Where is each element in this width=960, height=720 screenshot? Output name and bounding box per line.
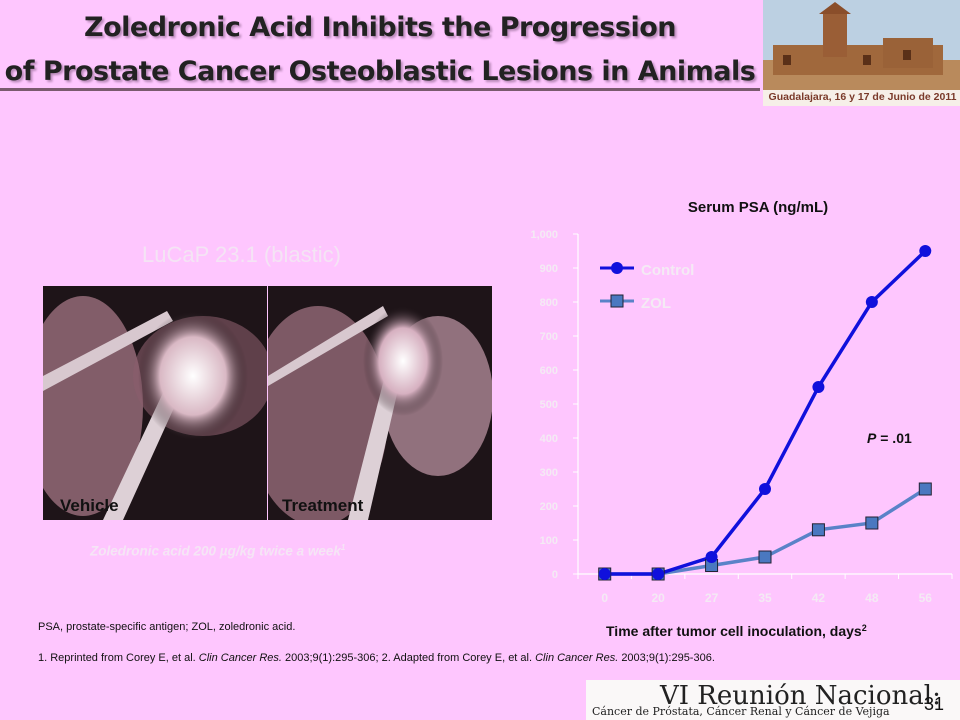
- marker-control: [598, 568, 611, 580]
- marker-zol: [758, 550, 772, 564]
- marker-zol: [811, 523, 825, 537]
- event-logo-top: [763, 0, 960, 106]
- chart-legend: Control ZOL: [600, 262, 694, 312]
- x-tick-label: 20: [651, 591, 665, 605]
- y-tick-label: 200: [540, 501, 558, 513]
- y-tick-label: 100: [540, 535, 558, 547]
- marker-zol: [865, 516, 879, 530]
- y-tick-label: 800: [540, 297, 558, 309]
- page-number: 31: [924, 694, 945, 714]
- p-value-annotation: P = .01: [867, 430, 912, 446]
- marker-control: [865, 296, 878, 308]
- x-tick-label: 35: [758, 591, 772, 605]
- y-tick-label: 500: [540, 399, 558, 411]
- treatment-label: Treatment: [282, 496, 364, 515]
- y-tick-label: 700: [540, 331, 558, 343]
- chart-title: Serum PSA (ng/mL): [688, 199, 828, 216]
- event-logo-bottom: [586, 680, 960, 720]
- title-underline: [0, 88, 760, 91]
- x-tick-label: 56: [919, 591, 933, 605]
- references-footnote: 1. Reprinted from Corey E, et al. Clin C…: [38, 652, 715, 664]
- event-logo-bottom-subtitle: Cáncer de Próstata, Cáncer Renal y Cánce…: [592, 705, 890, 718]
- image-caption: Zoledronic acid 200 µg/kg twice a week1: [90, 543, 346, 559]
- image-subtitle: LuCaP 23.1 (blastic): [142, 242, 341, 267]
- y-tick-label: 0: [552, 569, 558, 581]
- x-tick-label: 0: [601, 591, 608, 605]
- marker-control: [759, 483, 771, 495]
- x-tick-label: 27: [705, 591, 719, 605]
- y-tick-label: 400: [540, 433, 558, 445]
- x-axis-label: Time after tumor cell inoculation, days2: [606, 623, 867, 639]
- y-tick-label: 900: [540, 263, 558, 275]
- legend-zol-label: ZOL: [641, 295, 671, 312]
- event-logo-caption: Guadalajara, 16 y 17 de Junio de 2011: [768, 91, 957, 103]
- legend-zol-marker: [610, 294, 624, 308]
- xray-vehicle-image: [43, 286, 267, 520]
- slide-title-line-1: Zoledronic Acid Inhibits the Progression: [84, 12, 676, 43]
- series-markers: [598, 245, 932, 581]
- abbreviations-footnote: PSA, prostate-specific antigen; ZOL, zol…: [38, 621, 296, 633]
- x-tick-label: 42: [812, 591, 826, 605]
- legend-control-marker: [611, 262, 623, 274]
- x-tick-labels: 0 20 27 35 42 48 56: [601, 591, 932, 605]
- x-tick-label: 48: [865, 591, 879, 605]
- marker-control: [812, 381, 825, 393]
- event-logo-bottom-title: VI Reunión Nacional:: [660, 681, 941, 711]
- marker-control: [652, 568, 665, 580]
- marker-zol: [918, 482, 932, 496]
- y-tick-label: 600: [540, 365, 558, 377]
- xray-treatment-image: [268, 286, 492, 520]
- slide-title-line-2: of Prostate Cancer Osteoblastic Lesions …: [4, 56, 756, 87]
- chart-axes: [573, 233, 953, 579]
- y-tick-label: 1,000: [530, 229, 558, 241]
- y-tick-label: 300: [540, 467, 558, 479]
- legend-control-label: Control: [641, 262, 694, 279]
- castle-photo-icon: [763, 0, 960, 90]
- y-tick-labels: 0 100 200 300 400 500 600 700 800 900 1,000: [530, 229, 558, 581]
- marker-control: [919, 245, 932, 257]
- marker-control: [705, 551, 718, 563]
- vehicle-label: Vehicle: [60, 496, 119, 515]
